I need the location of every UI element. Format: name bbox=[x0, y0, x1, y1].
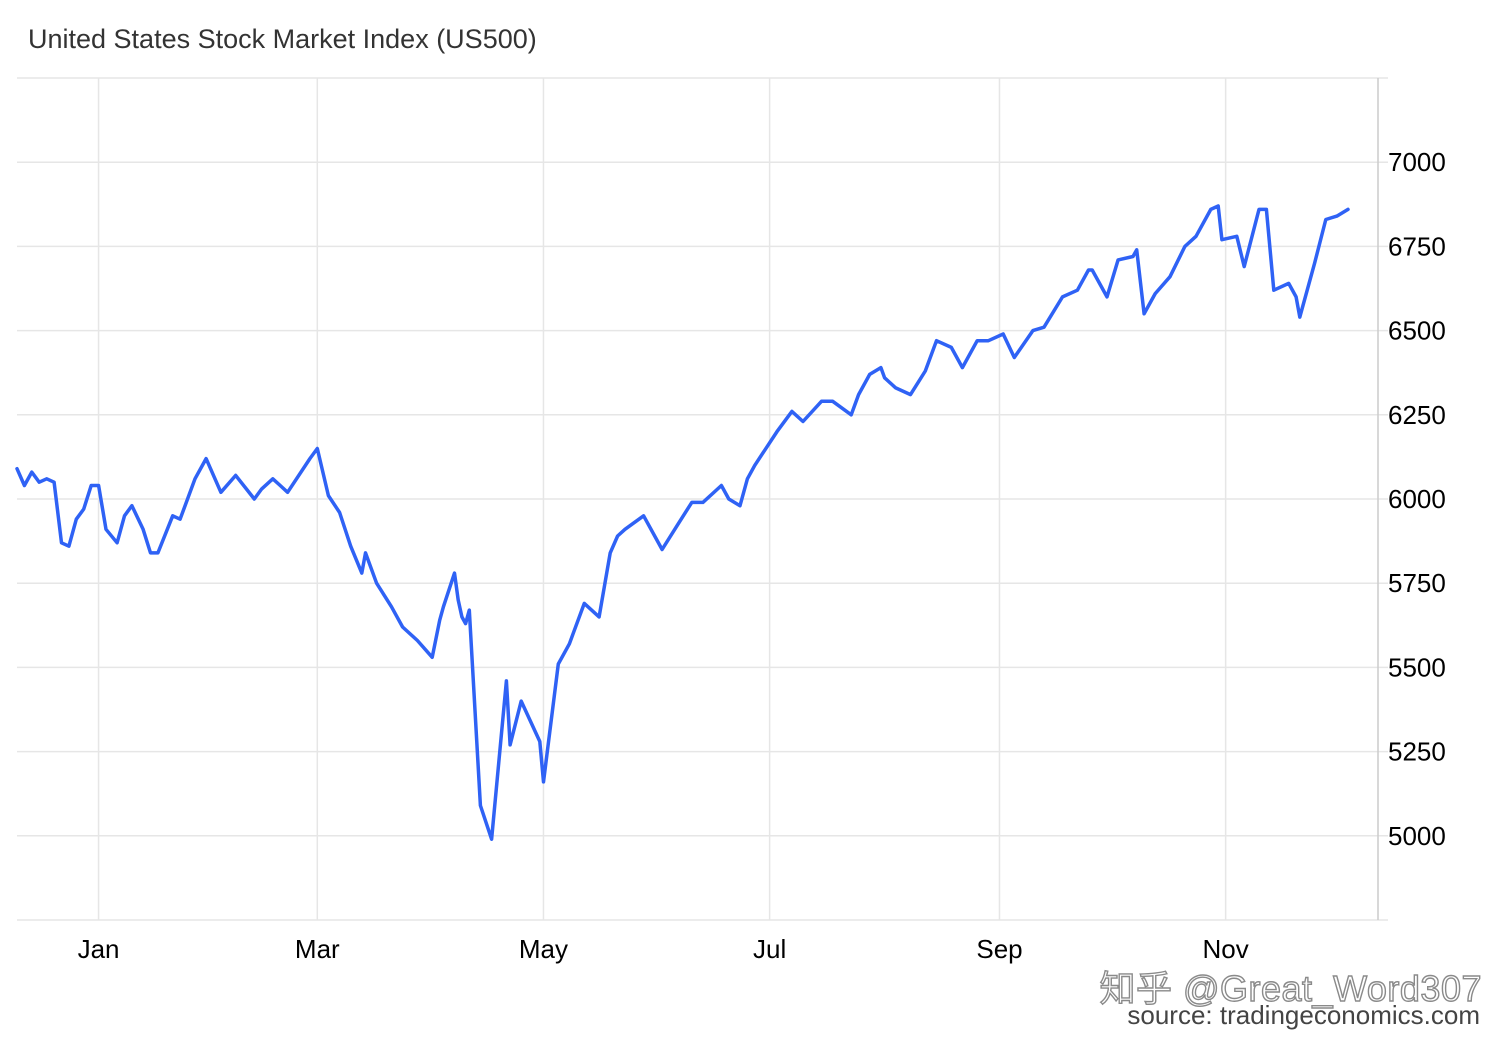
x-tick-label: Nov bbox=[1203, 934, 1249, 964]
x-tick-label: May bbox=[519, 934, 568, 964]
source-label: source: tradingeconomics.com bbox=[1127, 1000, 1480, 1030]
y-tick-label: 7000 bbox=[1388, 147, 1446, 177]
label-layer: 5000 5250 5500 5750 6000 6250 6500 6750 7000 Jan M… bbox=[78, 147, 1446, 964]
series-line bbox=[15, 204, 1350, 841]
watermark: 知乎 @Great_Word307 bbox=[1099, 967, 1482, 1009]
x-tick-label: Sep bbox=[976, 934, 1022, 964]
x-tick-label: Jul bbox=[753, 934, 786, 964]
y-tick-label: 6250 bbox=[1388, 400, 1446, 430]
grid-layer bbox=[17, 77, 1388, 921]
y-tick-label: 5750 bbox=[1388, 568, 1446, 598]
y-tick-label: 5000 bbox=[1388, 821, 1446, 851]
x-tick-label: Mar bbox=[295, 934, 340, 964]
y-tick-label: 6000 bbox=[1388, 484, 1446, 514]
y-tick-label: 6750 bbox=[1388, 231, 1446, 261]
chart-title: United States Stock Market Index (US500) bbox=[28, 24, 537, 54]
x-tick-label: Jan bbox=[78, 934, 120, 964]
line-layer bbox=[15, 204, 1350, 841]
y-tick-label: 5250 bbox=[1388, 737, 1446, 767]
y-tick-label: 5500 bbox=[1388, 652, 1446, 682]
y-tick-label: 6500 bbox=[1388, 316, 1446, 346]
